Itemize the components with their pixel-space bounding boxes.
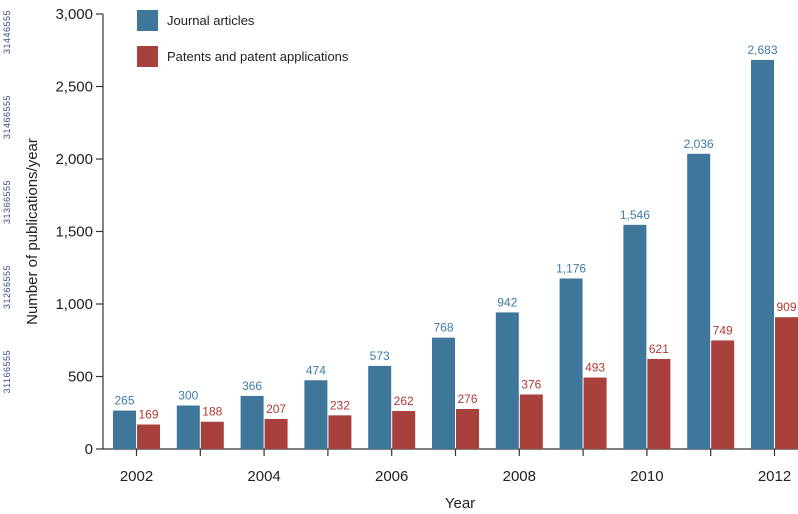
bar-journal-articles — [623, 224, 647, 449]
legend: Journal articles Patents and patent appli… — [137, 10, 349, 67]
bar-patents — [456, 408, 479, 449]
data-label-patents: 621 — [649, 342, 669, 356]
y-tick-label: 3,000 — [55, 6, 93, 23]
bar-patents — [200, 421, 224, 449]
legend-swatch — [137, 46, 158, 67]
data-label-journal-articles: 573 — [370, 349, 390, 363]
data-label-journal-articles: 2,036 — [684, 137, 714, 151]
data-label-journal-articles: 265 — [114, 394, 134, 408]
data-label-patents: 749 — [713, 323, 733, 337]
bar-patents — [647, 358, 671, 449]
data-label-journal-articles: 366 — [242, 379, 262, 393]
data-label-patents: 207 — [266, 402, 286, 416]
data-label-journal-articles: 1,176 — [556, 261, 586, 275]
bar-journal-articles — [304, 380, 328, 449]
x-tick-label: 2012 — [758, 468, 791, 485]
bar-journal-articles — [751, 59, 774, 450]
x-tick-label: 2004 — [247, 468, 280, 485]
data-label-patents: 188 — [202, 405, 222, 419]
y-axis: 0 500 1,000 1,500 2,000 2,500 3,000 — [55, 6, 104, 458]
bar-patents — [519, 394, 543, 449]
data-label-patents: 262 — [394, 394, 414, 408]
y-tick-label: 1,000 — [55, 296, 93, 313]
data-label-journal-articles: 942 — [497, 295, 517, 309]
bar-patents — [392, 411, 416, 449]
data-label-patents: 376 — [521, 377, 541, 391]
x-tick-label: 2010 — [630, 468, 663, 485]
data-label-journal-articles: 1,546 — [620, 208, 650, 222]
bar-patents — [583, 377, 607, 449]
data-label-journal-articles: 474 — [306, 363, 326, 377]
data-label-patents: 232 — [330, 398, 350, 412]
bar-journal-articles — [368, 365, 392, 449]
x-axis: 2002 2004 2006 2008 2010 2012 — [103, 448, 798, 485]
bar-patents — [775, 317, 798, 449]
legend-swatch — [137, 10, 158, 31]
y-tick-label: 2,500 — [55, 79, 93, 96]
x-tick-label: 2008 — [503, 468, 536, 485]
y-tick-label: 2,000 — [55, 151, 93, 168]
bar-journal-articles — [240, 395, 264, 449]
y-tick-label: 1,500 — [55, 224, 93, 241]
data-label-journal-articles: 2,683 — [747, 43, 777, 57]
data-label-patents: 493 — [585, 361, 605, 375]
bar-journal-articles — [176, 405, 200, 449]
y-tick-label: 0 — [85, 441, 93, 458]
bar-patents — [328, 415, 352, 449]
bar-journal-articles — [432, 337, 455, 449]
data-label-patents: 909 — [776, 300, 796, 314]
y-tick-label: 500 — [68, 369, 93, 386]
bar-patents — [711, 340, 735, 449]
bar-journal-articles — [495, 312, 519, 449]
x-tick-label: 2006 — [375, 468, 408, 485]
legend-label: Journal articles — [167, 13, 255, 28]
bar-journal-articles — [687, 153, 711, 449]
bar-journal-articles — [113, 410, 136, 449]
y-axis-title: Number of publications/year — [24, 138, 41, 325]
data-label-journal-articles: 768 — [433, 321, 453, 335]
bar-journal-articles — [559, 278, 583, 449]
bars-group — [113, 59, 798, 450]
data-label-journal-articles: 300 — [178, 389, 198, 403]
bar-patents — [137, 424, 160, 449]
x-axis-title: Year — [445, 495, 475, 512]
legend-label: Patents and patent applications — [167, 49, 349, 64]
data-label-patents: 169 — [138, 407, 158, 421]
x-tick-label: 2002 — [120, 468, 153, 485]
data-labels-group: 265 300 366 474 573 768 942 1,176 1,546 2,036 2,68… — [114, 43, 796, 422]
bar-patents — [264, 418, 288, 449]
data-label-patents: 276 — [457, 392, 477, 406]
